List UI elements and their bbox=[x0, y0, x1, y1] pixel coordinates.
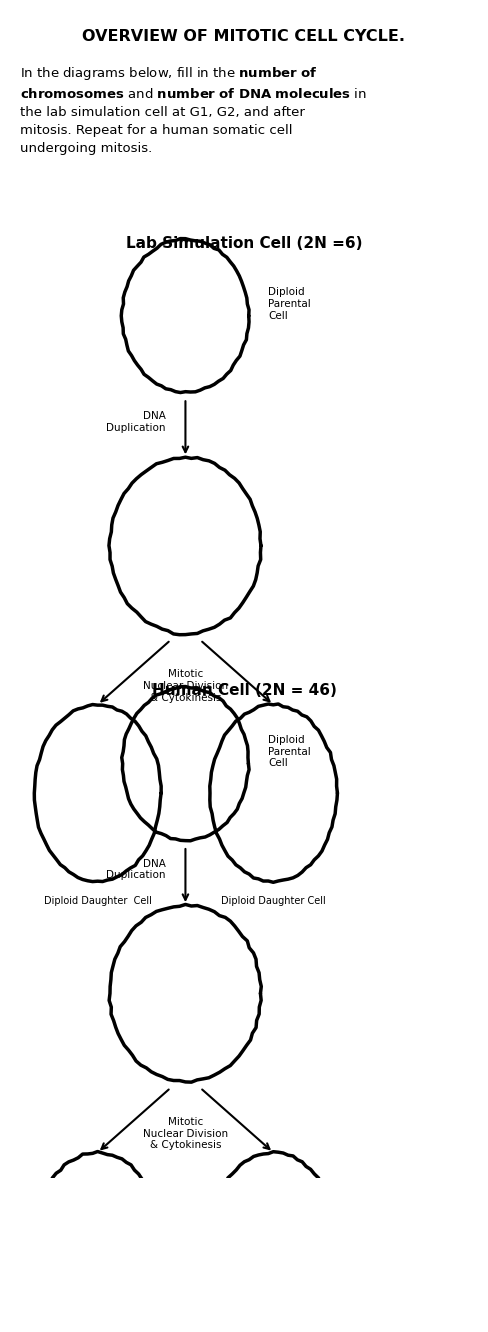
Text: Diploid
Parental
Cell: Diploid Parental Cell bbox=[268, 288, 311, 321]
Text: Mitotic
Nuclear Division
& Cytokinesis: Mitotic Nuclear Division & Cytokinesis bbox=[143, 670, 228, 702]
Text: DNA
Duplication: DNA Duplication bbox=[106, 412, 166, 433]
Text: Lab Simulation Cell (2N =6): Lab Simulation Cell (2N =6) bbox=[126, 236, 362, 250]
Text: Diploid Daughter  Cell: Diploid Daughter Cell bbox=[43, 895, 152, 906]
Text: OVERVIEW OF MITOTIC CELL CYCLE.: OVERVIEW OF MITOTIC CELL CYCLE. bbox=[82, 29, 406, 44]
Text: Human Cell (2N = 46): Human Cell (2N = 46) bbox=[152, 683, 336, 698]
Text: In the diagrams below, fill in the $\bf{number\ of}$
$\bf{chromosomes}$ and $\bf: In the diagrams below, fill in the $\bf{… bbox=[20, 65, 366, 156]
Text: Diploid
Parental
Cell: Diploid Parental Cell bbox=[268, 735, 311, 769]
Text: Diploid Daughter Cell: Diploid Daughter Cell bbox=[221, 895, 325, 906]
Text: Mitotic
Nuclear Division
& Cytokinesis: Mitotic Nuclear Division & Cytokinesis bbox=[143, 1118, 228, 1151]
Text: DNA
Duplication: DNA Duplication bbox=[106, 859, 166, 880]
